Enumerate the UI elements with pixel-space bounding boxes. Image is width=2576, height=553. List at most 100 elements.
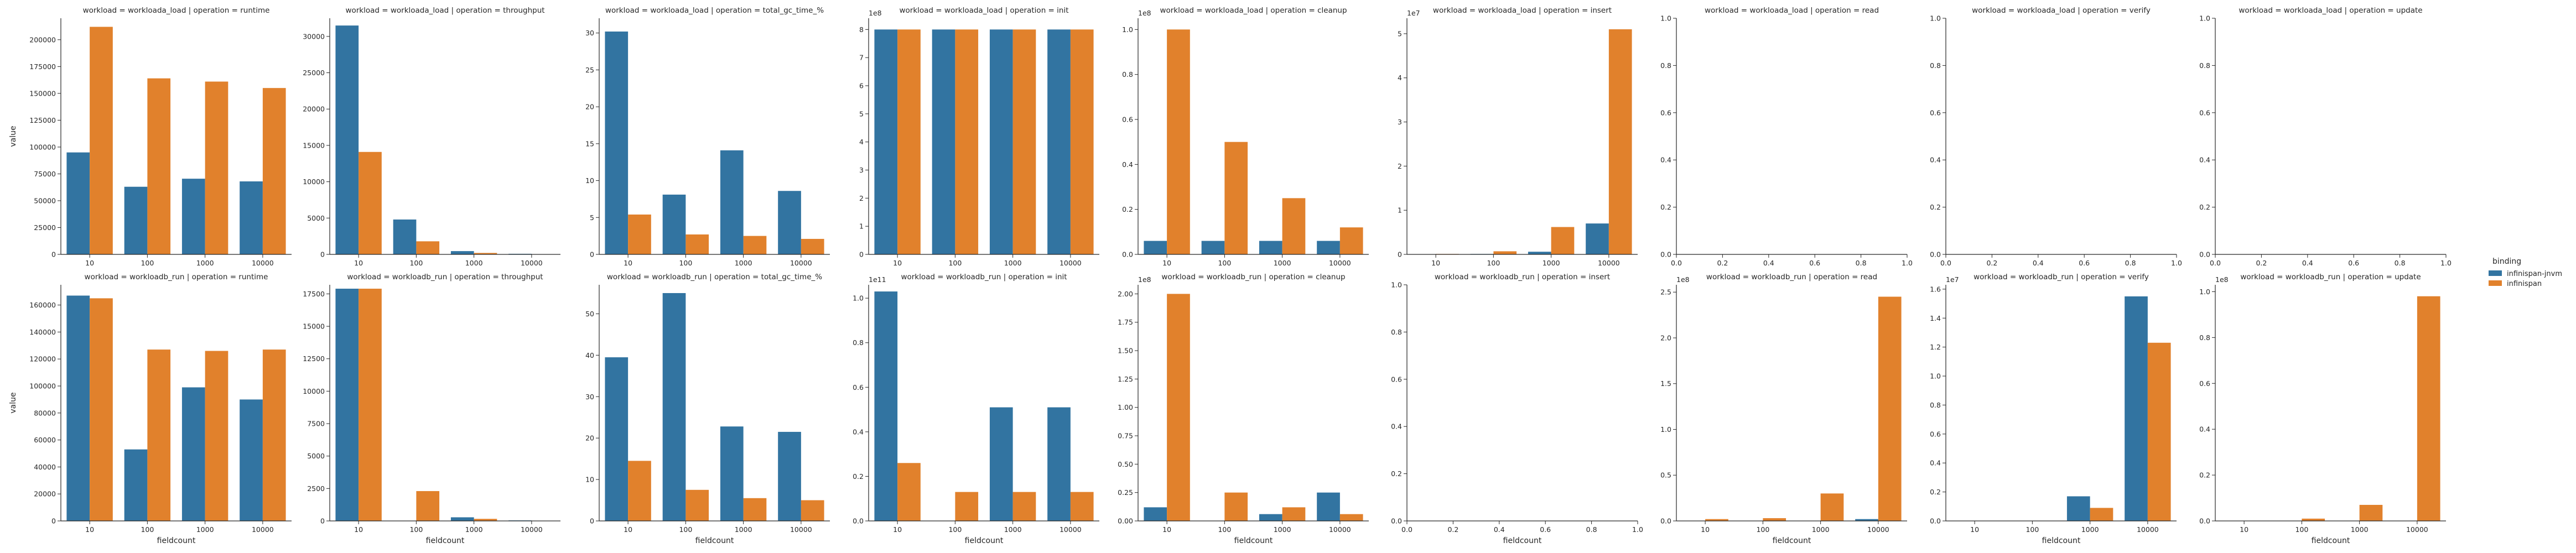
bar-infinispan-100 (1224, 492, 1248, 521)
x-tick-label: 0.0 (1940, 259, 1951, 267)
y-tick-label: 2.00 (1118, 290, 1133, 298)
x-tick-label: 10 (1701, 525, 1710, 534)
y-tick-label: 0.2 (853, 472, 864, 481)
x-tick-label: 100 (1487, 259, 1500, 267)
bar-infinispan-1000 (743, 236, 767, 254)
y-tick-label: 25000 (34, 223, 56, 232)
panel-4: workload = workloada_load | operation = … (859, 6, 1099, 267)
panel-title: workload = workloadb_run | operation = v… (1973, 273, 2149, 281)
x-tick-label: 1.0 (1902, 259, 1913, 267)
y-tick-label: 160000 (29, 301, 56, 309)
bar-infinispan-1000 (1282, 198, 1306, 254)
panel-title: workload = workloada_load | operation = … (1160, 6, 1347, 15)
x-tick-label: 100 (1218, 259, 1231, 267)
bar-infinispan-jnvm-10000 (1317, 492, 1340, 521)
x-tick-label: 10000 (521, 525, 543, 534)
bar-infinispan-10 (1167, 294, 1190, 521)
panel-title: workload = workloada_load | operation = … (1705, 6, 1879, 15)
bar-infinispan-jnvm-10 (335, 25, 359, 255)
bar-infinispan-jnvm-10 (874, 29, 898, 254)
bar-infinispan-1000 (2359, 504, 2383, 521)
bar-infinispan-jnvm-10000 (1047, 29, 1071, 254)
bar-infinispan-jnvm-10000 (1586, 223, 1609, 254)
y-tick-label: 125000 (29, 116, 56, 124)
panel-17: workload = workloadb_run | operation = v… (1930, 273, 2177, 545)
y-tick-label: 0.8 (853, 338, 864, 347)
x-tick-label: 1.0 (1632, 525, 1643, 534)
x-tick-label: 0.0 (2210, 259, 2221, 267)
bar-infinispan-jnvm-100 (662, 293, 686, 521)
x-tick-label: 10 (354, 525, 363, 534)
y-tick-label: 1.75 (1118, 318, 1133, 326)
y-tick-label: 1.0 (1391, 281, 1402, 289)
y-tick-label: 0.2 (2199, 471, 2210, 479)
y-tick-label: 0.5 (1660, 471, 1671, 479)
y-tick-label: 2 (1398, 162, 1402, 170)
x-tick-label: 0.4 (2033, 259, 2044, 267)
panel-title: workload = workloada_load | operation = … (83, 6, 270, 15)
x-tick-label: 1000 (735, 259, 752, 267)
legend-title: binding (2492, 257, 2521, 266)
panel-7: workload = workloada_load | operation = … (1660, 6, 1913, 267)
y-tick-label: 175000 (29, 62, 56, 71)
bar-infinispan-jnvm-10 (1144, 507, 1167, 521)
bar-infinispan-jnvm-1000 (450, 517, 474, 521)
x-tick-label: 0.2 (1986, 259, 1997, 267)
x-tick-label: 1000 (196, 259, 214, 267)
facet-grid: workload = workloada_load | operation = … (9, 6, 2452, 545)
y-tick-label: 5000 (307, 452, 325, 460)
x-tick-label: 1000 (1543, 259, 1560, 267)
y-tick-label: 0.6 (1391, 375, 1402, 383)
bar-infinispan-10000 (262, 349, 286, 521)
y-tick-label: 0.00 (1118, 517, 1133, 525)
y-tick-label: 5000 (307, 214, 325, 222)
y-tick-label: 20 (585, 103, 594, 111)
x-tick-label: 1000 (1004, 259, 1022, 267)
y-tick-label: 5 (1398, 29, 1402, 38)
panel-2: workload = workloada_load | operation = … (303, 6, 560, 267)
y-tick-label: 0.4 (853, 427, 864, 436)
bar-infinispan-jnvm-1000 (2066, 496, 2090, 521)
y-tick-label: 0.2 (2199, 203, 2210, 211)
y-tick-label: 0.25 (1118, 488, 1133, 497)
panel-title: workload = workloadb_run | operation = t… (607, 273, 822, 281)
y-tick-label: 0.6 (853, 383, 864, 392)
x-tick-label: 0.4 (2302, 259, 2313, 267)
x-tick-label: 0.2 (1717, 259, 1728, 267)
bar-infinispan-100 (147, 349, 171, 521)
x-tick-label: 1.0 (2171, 259, 2182, 267)
x-tick-label: 100 (1218, 525, 1231, 534)
x-tick-label: 1000 (196, 525, 214, 534)
y-axis-label: value (9, 126, 18, 147)
bar-infinispan-jnvm-1000 (1259, 514, 1282, 521)
y-offset-label: 1e8 (1676, 275, 1690, 284)
y-tick-label: 0 (51, 251, 56, 259)
bar-infinispan-jnvm-10000 (778, 431, 801, 521)
y-tick-label: 0 (859, 251, 864, 259)
y-tick-label: 1.0 (853, 294, 864, 302)
y-tick-label: 0 (1398, 251, 1402, 259)
y-offset-label: 1e8 (2215, 275, 2229, 284)
bar-infinispan-jnvm-10000 (1855, 519, 1878, 521)
y-tick-label: 0.6 (2199, 108, 2210, 117)
y-tick-label: 1.00 (1118, 403, 1133, 411)
x-tick-label: 10 (624, 525, 632, 534)
y-tick-label: 0.8 (2199, 61, 2210, 70)
x-tick-label: 0.8 (1856, 259, 1867, 267)
y-tick-label: 30 (585, 29, 594, 37)
y-tick-label: 4 (859, 138, 864, 146)
y-tick-label: 0.4 (1660, 156, 1671, 164)
x-tick-label: 1000 (735, 525, 752, 534)
y-tick-label: 20 (585, 434, 594, 442)
panel-10: workload = workloadb_run | operation = r… (9, 273, 292, 545)
bar-infinispan-10 (359, 152, 382, 254)
panel-title: workload = workloada_load | operation = … (345, 6, 544, 15)
bar-infinispan-jnvm-100 (1201, 241, 1225, 254)
bar-infinispan-100 (2302, 518, 2325, 521)
y-tick-label: 7500 (307, 420, 325, 428)
x-tick-label: 10 (1162, 259, 1171, 267)
bar-infinispan-jnvm-1000 (1259, 241, 1282, 254)
y-tick-label: 1.6 (1930, 285, 1941, 293)
y-tick-label: 0.4 (1391, 422, 1402, 431)
y-tick-label: 0.0 (2199, 517, 2210, 525)
